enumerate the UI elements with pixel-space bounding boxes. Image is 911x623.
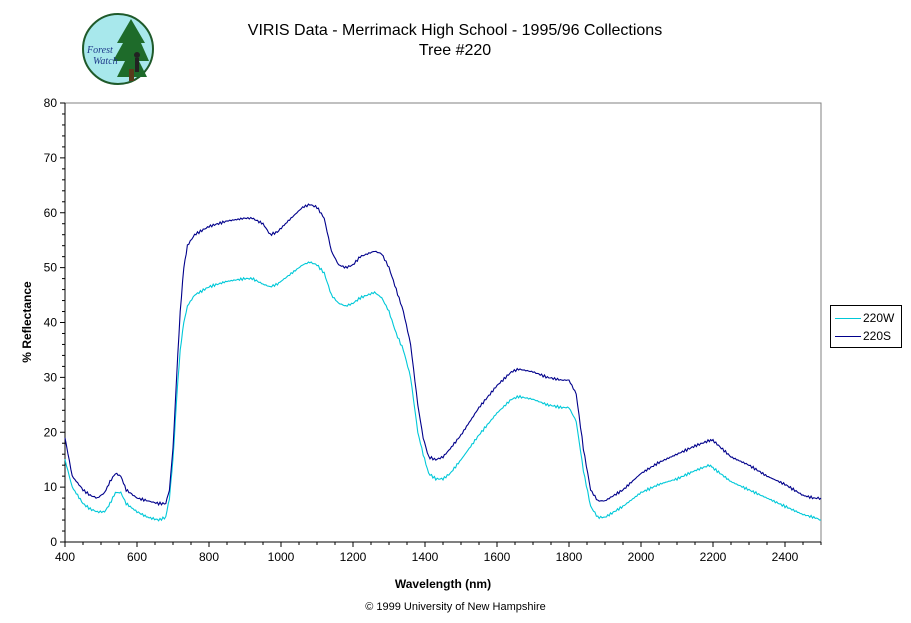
x-tick-label: 2200 (700, 550, 727, 564)
logo-text-forest: Forest (86, 45, 113, 56)
x-tick-label: 2000 (628, 550, 655, 564)
y-tick-label: 40 (44, 316, 58, 330)
legend: 220W 220S (830, 305, 902, 348)
x-tick-label: 800 (199, 550, 219, 564)
y-axis-label: % Reflectance (20, 281, 34, 363)
y-tick-label: 80 (44, 96, 58, 110)
y-tick-label: 60 (44, 206, 58, 220)
person-icon (134, 52, 140, 72)
x-tick-label: 1400 (412, 550, 439, 564)
x-tick-label: 1000 (268, 550, 295, 564)
pine-tree-icon (113, 19, 149, 81)
y-tick-label: 70 (44, 151, 58, 165)
forest-watch-logo: Forest Watch (82, 13, 154, 85)
logo-text-watch: Watch (93, 56, 118, 67)
chart-title: VIRIS Data - Merrimack High School - 199… (247, 22, 663, 39)
x-tick-label: 1200 (340, 550, 367, 564)
copyright-text: © 1999 University of New Hampshire (365, 601, 546, 613)
y-tick-label: 10 (44, 480, 58, 494)
chart-title-block: VIRIS Data - Merrimack High School - 199… (200, 21, 710, 61)
y-tick-label: 30 (44, 370, 58, 384)
x-tick-label: 1800 (556, 550, 583, 564)
x-axis-label: Wavelength (nm) (395, 577, 491, 591)
legend-swatch (835, 318, 861, 319)
legend-label: 220W (863, 311, 895, 325)
x-tick-label: 600 (127, 550, 147, 564)
x-tick-label: 400 (55, 550, 75, 564)
legend-swatch (835, 336, 861, 337)
x-tick-label: 1600 (484, 550, 511, 564)
series-line-220s (64, 203, 822, 507)
series-layer (64, 203, 822, 522)
x-tick-label: 2400 (772, 550, 799, 564)
plot-area (64, 102, 822, 543)
chart-subtitle: Tree #220 (418, 42, 492, 59)
series-line-220w (64, 261, 822, 522)
y-tick-label: 20 (44, 425, 58, 439)
y-tick-label: 50 (44, 261, 58, 275)
axes: 0 10 20 30 40 50 60 70 80 400 600 800 1000 1200 1400 16… (44, 96, 822, 564)
legend-label: 220S (863, 329, 892, 343)
y-tick-label: 0 (50, 535, 57, 549)
